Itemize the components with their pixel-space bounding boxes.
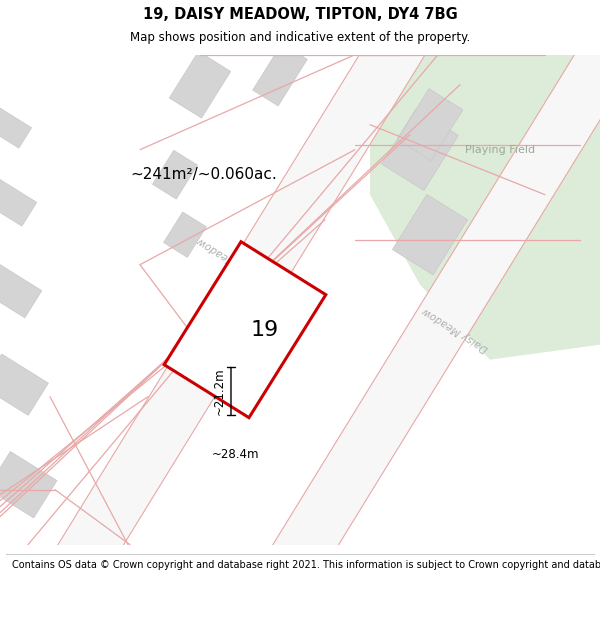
Polygon shape	[0, 451, 57, 518]
Text: ~21.2m: ~21.2m	[213, 368, 226, 415]
Text: 19, DAISY MEADOW, TIPTON, DY4 7BG: 19, DAISY MEADOW, TIPTON, DY4 7BG	[143, 7, 457, 22]
Polygon shape	[36, 0, 484, 609]
Polygon shape	[392, 194, 467, 275]
Text: 19: 19	[251, 319, 279, 339]
Text: ~241m²/~0.060ac.: ~241m²/~0.060ac.	[130, 167, 277, 182]
Text: ~28.4m: ~28.4m	[211, 448, 259, 461]
Polygon shape	[152, 150, 197, 199]
Polygon shape	[382, 109, 458, 191]
Polygon shape	[251, 0, 600, 609]
Polygon shape	[370, 54, 600, 359]
Polygon shape	[0, 261, 42, 318]
Polygon shape	[0, 173, 37, 226]
Polygon shape	[164, 212, 206, 258]
Text: Daisy Meadow: Daisy Meadow	[196, 236, 265, 284]
Polygon shape	[253, 43, 307, 106]
Polygon shape	[169, 51, 230, 118]
Polygon shape	[0, 101, 32, 148]
Polygon shape	[164, 242, 326, 418]
Text: Map shows position and indicative extent of the property.: Map shows position and indicative extent…	[130, 31, 470, 44]
Text: Contains OS data © Crown copyright and database right 2021. This information is : Contains OS data © Crown copyright and d…	[12, 560, 600, 570]
Polygon shape	[397, 89, 463, 161]
Text: Playing Field: Playing Field	[465, 144, 535, 154]
Polygon shape	[0, 354, 49, 416]
Text: Daisy Meadow: Daisy Meadow	[421, 306, 490, 354]
